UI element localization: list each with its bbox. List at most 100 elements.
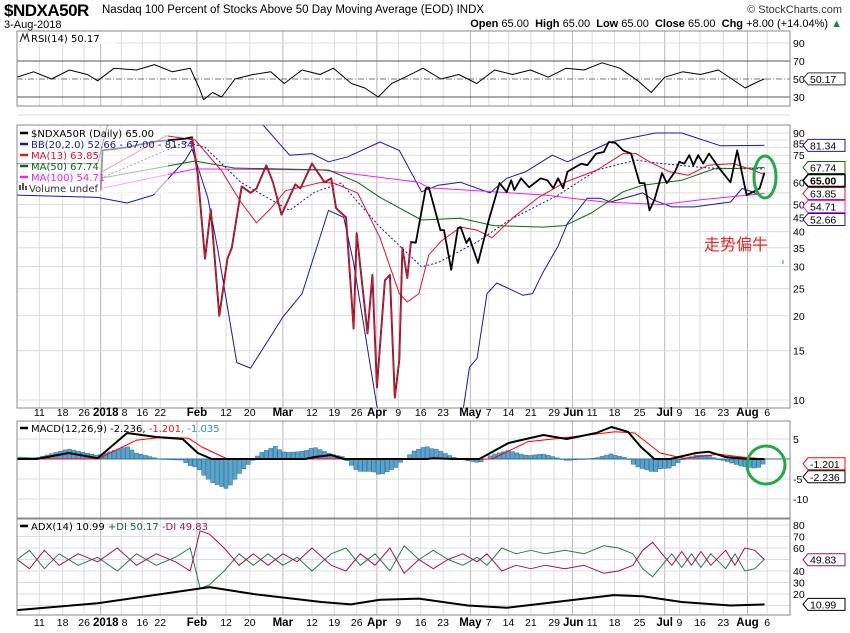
x-tick-label: Feb xyxy=(187,617,207,629)
macd-histogram-bar xyxy=(183,458,188,464)
value-tag xyxy=(802,553,846,567)
macd-histogram-bar xyxy=(523,455,529,460)
macd-histogram-bar xyxy=(210,458,215,483)
x-tick-label: 16 xyxy=(694,407,706,419)
x-tick-label: Apr xyxy=(367,617,387,629)
macd-histogram-bar xyxy=(514,452,520,460)
x-tick-label: 23 xyxy=(437,617,449,629)
x-tick-label: Aug xyxy=(736,617,758,629)
annotation-circle-price xyxy=(752,154,778,200)
copyright-link[interactable]: © StockCharts.com xyxy=(747,4,842,16)
macd-histogram-bar xyxy=(657,458,663,469)
macd-histogram-bar xyxy=(729,458,735,464)
volume-bars-icon xyxy=(19,183,27,190)
legend-bb: BB(20,2.0) 52.66 - 67.00 - 81.34 xyxy=(31,140,193,151)
minus-di-line xyxy=(17,530,765,574)
adx-legend-text: ADX(14) 10.99 +DI 50.17 -DI 49.83 xyxy=(31,522,208,533)
x-tick-label: 7 xyxy=(486,407,492,419)
value-tag xyxy=(802,173,846,188)
x-tick-label: 26 xyxy=(351,617,363,629)
x-tick-label: 2018 xyxy=(93,617,119,629)
macd-histogram-bar xyxy=(187,458,193,466)
macd-histogram-bar xyxy=(411,450,417,460)
value-tag xyxy=(802,200,846,214)
x-tick-label: 22 xyxy=(154,407,166,419)
x-tick-label: 26 xyxy=(78,617,90,629)
macd-histogram-bar xyxy=(644,458,650,471)
x-tick-label: 11 xyxy=(34,617,45,629)
macd-histogram-bar xyxy=(631,458,636,465)
x-tick-label: May xyxy=(459,617,482,629)
y-tick-label: -10 xyxy=(793,494,808,506)
y-tick-label: 60 xyxy=(793,177,805,189)
macd-histogram-bar xyxy=(653,458,658,472)
legend-close: $NDXA50R (Daily) 65.00 xyxy=(31,129,154,140)
macd-histogram-bar xyxy=(541,453,547,460)
axis-labels: 90705030908575605045403530252015105-5-10… xyxy=(34,38,846,629)
chart-description: Nasdaq 100 Percent of Stocks Above 50 Da… xyxy=(102,4,485,16)
macd-histogram-bar xyxy=(671,458,676,466)
x-tick-label: 20 xyxy=(244,617,256,629)
plus-di-value: +DI 50.17 xyxy=(108,522,159,533)
x-tick-label: 23 xyxy=(718,407,730,419)
rsi-legend: RSI(14) 50.17 xyxy=(18,32,116,45)
value-tag-label: 63.85 xyxy=(810,189,836,201)
x-tick-label: 18 xyxy=(57,407,69,419)
macd-histogram-bar xyxy=(666,458,672,469)
x-tick-label: 12 xyxy=(220,617,232,629)
macd-histogram-bar xyxy=(416,448,421,460)
macd-histogram-bar xyxy=(290,451,296,460)
macd-histogram-bar xyxy=(317,449,323,460)
change-value: +8.00 (+14.04%) xyxy=(746,18,829,30)
value-tag-label: 67.74 xyxy=(810,163,836,175)
macd-histogram-bar xyxy=(613,455,618,460)
minus-di-value: -DI 49.83 xyxy=(162,522,208,533)
macd-histogram-bar xyxy=(129,449,135,460)
x-tick-label: Jul xyxy=(656,617,673,629)
macd-histogram-bar xyxy=(219,458,224,487)
macd-histogram-bar xyxy=(125,446,130,460)
ma13-line xyxy=(100,135,765,303)
y-tick-label: 15 xyxy=(793,346,805,358)
y-tick-label: 5 xyxy=(793,434,799,446)
macd-histogram-bar xyxy=(201,458,206,476)
macd-histogram-bar xyxy=(228,458,233,486)
value-tag-label: 52.66 xyxy=(810,215,836,227)
change-label: Chg xyxy=(721,18,744,30)
macd-histogram-bar xyxy=(362,458,368,472)
value-tag-label: -2.236 xyxy=(810,472,840,484)
value-tag xyxy=(802,72,846,86)
value-tag xyxy=(802,597,846,611)
annotation-circle-macd xyxy=(745,444,787,486)
macd-histogram-bar xyxy=(604,454,609,460)
x-tick-label: Feb xyxy=(187,407,207,419)
close-label: Close xyxy=(654,18,685,30)
x-tick-label: 9 xyxy=(677,617,683,629)
x-tick-label: 19 xyxy=(329,617,341,629)
value-tag xyxy=(802,138,846,152)
value-tag-label: 49.83 xyxy=(810,555,836,567)
macd-histogram-bar xyxy=(232,458,238,480)
y-tick-label: 50 xyxy=(793,200,805,212)
y-tick-label: 90 xyxy=(793,128,805,140)
y-tick-label: 25 xyxy=(793,284,805,296)
x-tick-label: 6 xyxy=(764,407,770,419)
macd-histogram-bar xyxy=(353,458,359,470)
x-tick-label: Mar xyxy=(273,407,294,419)
y-tick-label: 90 xyxy=(793,38,805,50)
value-tag-label: 54.71 xyxy=(810,202,836,214)
price-legend: $NDXA50R (Daily) 65.00 BB(20,2.0) 52.66 … xyxy=(18,126,193,195)
rsi-line xyxy=(17,62,765,101)
macd-histogram-bar xyxy=(635,458,641,468)
y-tick-label: 70 xyxy=(793,532,805,544)
high-label: High xyxy=(535,18,560,30)
macd-legend-prefix: MACD(12,26,9) xyxy=(31,424,107,435)
macd-histogram-bar xyxy=(738,458,744,467)
macd-histogram-bar xyxy=(420,447,426,460)
macd-histogram-bar xyxy=(640,458,645,469)
legend-ma100: MA(100) 54.71 xyxy=(31,173,105,184)
annotation-text: 走势偏牛 xyxy=(704,235,768,254)
close-value: 65.00 xyxy=(687,18,716,30)
macd-histogram-bar xyxy=(134,452,139,460)
